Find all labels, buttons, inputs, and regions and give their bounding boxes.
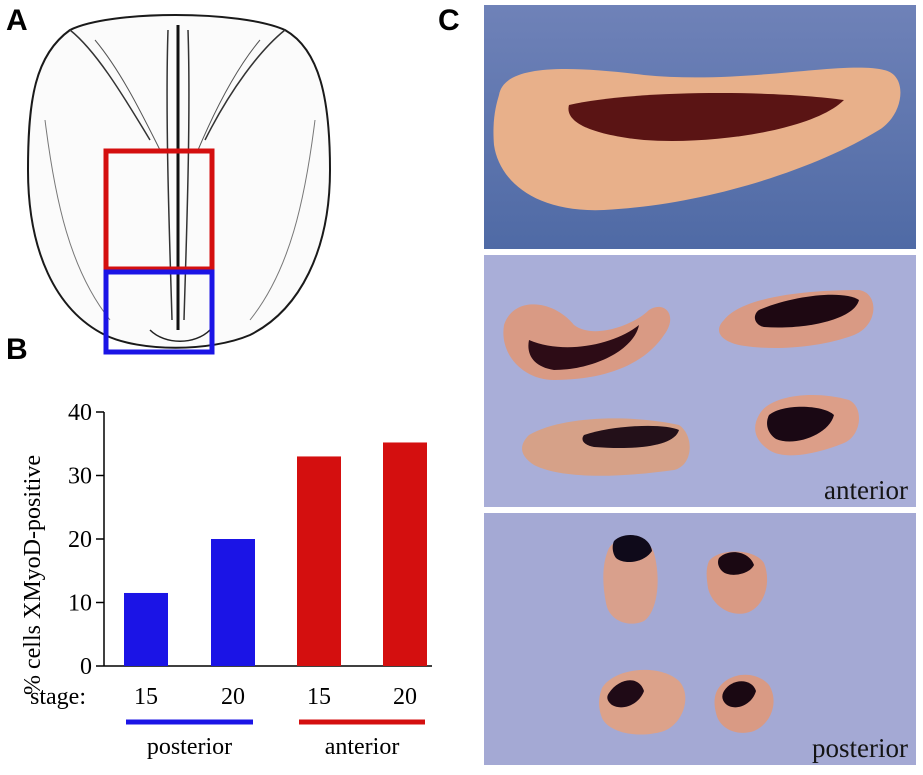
- y-tick-label: 20: [68, 527, 92, 553]
- neural-fold-inner: [94, 39, 261, 151]
- bar: [383, 442, 427, 666]
- x-tick-label: 20: [221, 684, 245, 710]
- photo-anterior-svg: anterior: [484, 255, 916, 507]
- bar: [211, 539, 255, 666]
- photo-whole-embryo-svg: [484, 5, 916, 249]
- y-tick-label: 0: [80, 654, 92, 680]
- y-tick-label: 10: [68, 591, 92, 617]
- group-label: anterior: [325, 734, 400, 760]
- bar-chart: % cells XMyoD-positive 0 10 20 30 40 stage: …: [0, 360, 470, 770]
- explant: [719, 290, 874, 348]
- panel-a-letter: A: [6, 4, 28, 37]
- shading-lines: [44, 119, 316, 321]
- explant: [522, 418, 690, 476]
- explant: [503, 304, 671, 380]
- bars: [124, 442, 427, 666]
- blastopore: [149, 329, 211, 342]
- anterior-region-box: [103, 148, 215, 272]
- y-ticks: 0 10 20 30 40: [68, 400, 104, 680]
- neural-fold-outline: [69, 29, 286, 141]
- x-tick-label: 20: [393, 684, 417, 710]
- stain-region: [568, 93, 844, 141]
- y-tick-label: 30: [68, 464, 92, 490]
- neural-groove-edges: [166, 29, 190, 321]
- explant: [599, 669, 686, 735]
- explant: [603, 535, 658, 624]
- embryo-drawing: [0, 0, 360, 365]
- posterior-region-box: [103, 269, 215, 355]
- photo-background: [484, 513, 916, 765]
- x-tick-label: 15: [307, 684, 331, 710]
- panel-b-letter: B: [6, 333, 28, 366]
- explant: [706, 551, 768, 614]
- bar: [297, 456, 341, 666]
- anterior-photo-label: anterior: [824, 475, 908, 505]
- group-label: posterior: [147, 734, 232, 760]
- stage-label: stage:: [30, 684, 86, 710]
- explant: [714, 674, 774, 733]
- photo-posterior-svg: posterior: [484, 513, 916, 765]
- embryo-drawing-svg: [26, 14, 332, 355]
- photo-anterior-explants: anterior: [484, 255, 916, 507]
- photo-whole-embryo: [484, 5, 916, 249]
- photo-posterior-explants: posterior: [484, 513, 916, 765]
- panel-c-letter: C: [438, 4, 460, 37]
- y-tick-label: 40: [68, 400, 92, 426]
- explant: [755, 395, 860, 456]
- posterior-photo-label: posterior: [812, 733, 908, 763]
- bar: [124, 592, 168, 666]
- y-axis-label: % cells XMyoD-positive: [20, 455, 46, 695]
- group-labels: posterior anterior: [126, 719, 425, 760]
- x-tick-label: 15: [134, 684, 158, 710]
- x-tick-labels: 15 20 15 20: [134, 684, 417, 710]
